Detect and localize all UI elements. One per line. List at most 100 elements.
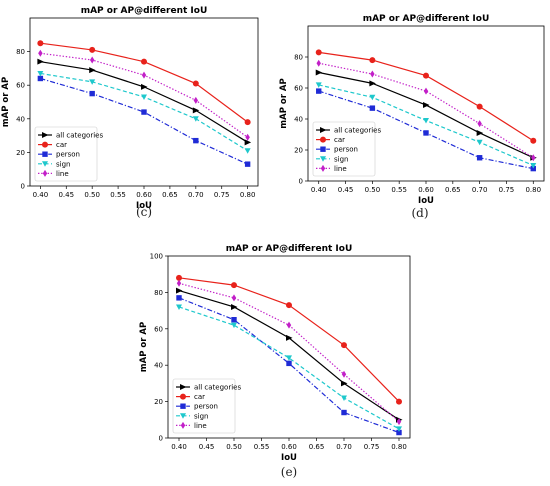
data-point [396,429,402,436]
data-point [192,80,199,87]
legend-marker [320,164,326,172]
x-tick-label: 0.50 [226,443,242,451]
legend-label: car [194,393,205,401]
y-tick-label: 40 [16,115,25,123]
x-tick-label: 0.45 [199,443,215,451]
data-point [369,80,376,87]
data-point [176,304,182,310]
data-point [231,282,237,289]
y-axis-label: mAP or AP [1,77,11,127]
data-point [89,46,96,53]
series-all-categories [315,69,537,161]
data-point [141,109,147,115]
legend-label: all categories [334,127,381,135]
panel-caption: (d) [411,206,428,220]
series-car [176,274,402,405]
y-tick-label: 60 [16,82,25,90]
chart-panel-c: mAP or AP@different IoU 0.40 0.45 0.50 0.55 0… [1,6,259,219]
chart-panel-e: mAP or AP@different IoU 0.40 0.45 0.50 0.55 0… [139,244,411,479]
x-axis-label: IoU [281,453,297,463]
legend-label: line [334,165,347,173]
data-point [423,72,429,79]
legend-marker [320,136,326,143]
series-line [176,279,402,426]
legend-label: line [56,170,69,178]
data-point [530,137,537,144]
data-point [244,148,251,154]
panel-caption: (e) [281,465,297,479]
series-person [316,88,536,172]
data-point [476,129,484,136]
series-car [315,49,537,144]
series-sign [176,304,402,432]
y-tick-label: 20 [294,147,303,155]
legend-label: person [194,403,218,411]
data-point [370,70,375,78]
data-point [423,130,429,136]
data-point [244,161,251,167]
data-point [477,120,482,128]
y-tick-label: 80 [294,54,303,62]
chart-title: mAP or AP@different IoU [363,14,490,24]
data-point [37,70,44,77]
data-point [192,116,199,122]
data-point [286,355,292,361]
y-tick-label: 60 [154,325,163,333]
legend-label: person [334,146,358,154]
data-point [37,75,44,82]
data-point [141,83,148,90]
x-tick-label: 0.65 [309,443,325,451]
x-tick-label: 0.40 [171,443,187,451]
data-point [396,418,402,426]
legend-marker [180,403,186,409]
data-point [141,71,147,79]
legend-label: sign [334,155,348,163]
series-all-categories [37,58,252,146]
y-tick-label: 60 [294,85,303,93]
series-person [176,295,402,436]
y-tick-label: 0 [21,183,25,191]
data-point [89,79,96,85]
data-point [396,398,402,405]
data-point [369,94,376,101]
data-point [244,119,251,126]
data-point [245,133,250,141]
data-point [369,57,376,64]
x-tick-label: 0.60 [418,186,434,194]
y-tick-label: 40 [154,362,163,370]
x-tick-label: 0.75 [364,443,380,451]
x-tick-label: 0.80 [391,443,407,451]
x-tick-label: 0.40 [33,191,49,199]
data-point [476,155,483,161]
y-tick-label: 0 [299,178,303,186]
series-line [38,49,250,141]
chart-title: mAP or AP@different IoU [226,244,353,254]
series-line [178,306,400,430]
x-tick-label: 0.70 [472,186,488,194]
data-point [315,82,322,88]
data-point [192,107,200,114]
legend-marker [180,421,186,429]
data-point [476,139,483,146]
x-tick-label: 0.45 [338,186,354,194]
data-point [89,67,96,74]
y-tick-label: 0 [159,435,163,443]
data-point [286,302,292,309]
panel-caption: (c) [136,205,152,219]
data-point [341,380,348,387]
legend-marker [180,393,186,400]
data-point [231,294,237,302]
x-tick-label: 0.70 [188,191,204,199]
legend-label: sign [56,160,70,168]
y-tick-label: 20 [16,149,25,157]
data-point [141,94,147,100]
x-tick-label: 0.60 [136,191,152,199]
legend-box [172,378,236,434]
series-car [37,40,251,126]
y-tick-label: 100 [150,253,163,261]
series-person [37,75,251,167]
data-point [423,102,430,109]
chart-title: mAP or AP@different IoU [81,6,208,16]
data-point [89,56,95,64]
